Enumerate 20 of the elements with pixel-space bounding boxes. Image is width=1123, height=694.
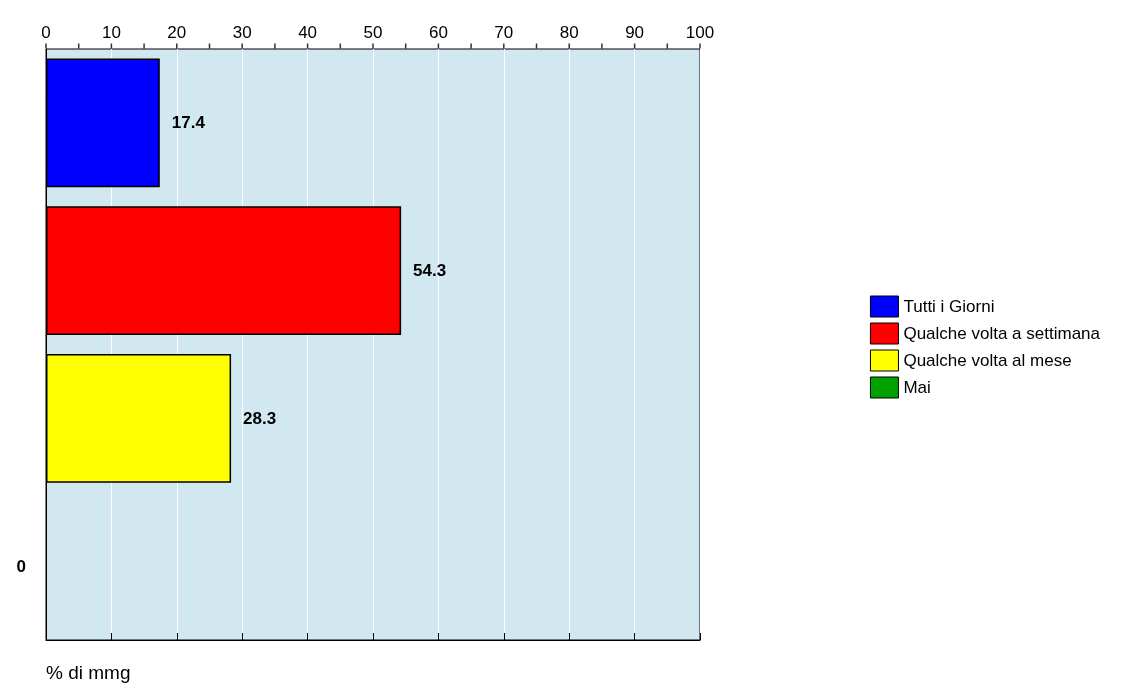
legend-label: Qualche volta al mese: [903, 351, 1072, 370]
x-tick-label: 80: [559, 23, 579, 42]
data-label: 28.3: [243, 408, 277, 428]
x-tick-label: 20: [167, 23, 187, 42]
data-label: 0: [16, 556, 26, 576]
x-tick-label: 10: [101, 23, 121, 42]
legend-label: Mai: [903, 378, 931, 397]
x-tick-label: 70: [494, 23, 514, 42]
x-tick-label: 90: [625, 23, 645, 42]
x-axis-title: % di mmg: [46, 662, 131, 683]
x-tick-label: 0: [41, 23, 51, 42]
data-label: 54.3: [413, 261, 447, 281]
x-tick-label: 100: [685, 23, 715, 42]
legend-label: Tutti i Giorni: [903, 297, 995, 316]
legend-label: Qualche volta a settimana: [903, 324, 1101, 343]
x-tick-label: 30: [232, 23, 252, 42]
x-tick-label: 50: [363, 23, 383, 42]
data-label: 17.4: [171, 113, 206, 133]
x-tick-label: 40: [298, 23, 318, 42]
x-tick-label: 60: [428, 23, 448, 42]
